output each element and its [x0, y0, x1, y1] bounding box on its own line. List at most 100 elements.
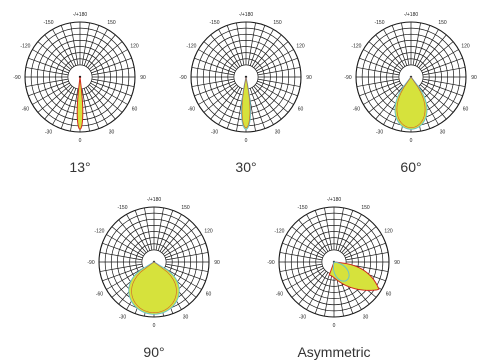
secondary-curve [396, 76, 426, 128]
grid-spoke [420, 41, 454, 70]
grid-spoke [422, 67, 466, 76]
angle-label: 90 [214, 260, 220, 266]
angle-label: -/+180 [239, 12, 254, 18]
polar-diagram-13: -/+180 150 120 90 60 30 0 -30 -60 -90 -120 -150 [13, 12, 146, 144]
grid-spoke [391, 25, 408, 66]
caption-asymmetric: Asymmetric [297, 344, 370, 360]
caption-90: 90° [143, 344, 164, 360]
angle-label: -90 [13, 75, 20, 81]
grid-spoke [257, 57, 298, 74]
grid-spoke [91, 78, 135, 87]
grid-spoke [422, 78, 466, 87]
angle-label: -150 [209, 20, 219, 26]
angle-label: 30 [183, 314, 189, 320]
grid-spoke [37, 84, 71, 113]
grid-spoke [106, 267, 144, 290]
grid-spoke [421, 82, 459, 105]
angle-label: -30 [211, 129, 218, 135]
grid-spoke [375, 34, 404, 68]
angle-label: -60 [22, 106, 29, 112]
grid-spoke [314, 273, 331, 314]
grid-spoke [375, 86, 404, 120]
caption-13: 13° [69, 159, 90, 175]
grid-spoke [412, 22, 421, 66]
angle-label: 0 [245, 138, 248, 144]
grid-spoke [52, 87, 75, 125]
grid-spoke [418, 86, 447, 120]
angle-label: -30 [299, 314, 306, 320]
grid-spoke [226, 25, 243, 66]
secondary-curve [332, 261, 350, 282]
angle-label: 120 [384, 228, 393, 234]
light-distribution-lobe [394, 76, 428, 130]
grid-spoke [383, 29, 406, 67]
grid-spoke [102, 242, 143, 259]
angle-label: -90 [87, 260, 94, 266]
angle-label: -/+180 [327, 197, 342, 203]
grid-spoke [306, 214, 329, 252]
grid-spoke [91, 67, 135, 76]
grid-spoke [359, 57, 400, 74]
angle-label: 0 [333, 323, 336, 329]
angle-label: -150 [43, 20, 53, 26]
grid-spoke [345, 242, 386, 259]
grid-spoke [345, 252, 389, 261]
grid-spoke [87, 34, 116, 68]
grid-spoke [324, 207, 333, 251]
grid-spoke [414, 25, 431, 66]
grid-spoke [70, 22, 79, 66]
angle-label: -150 [374, 20, 384, 26]
grid-spoke [253, 86, 282, 120]
grid-spoke [314, 210, 331, 251]
angle-label: 90 [140, 75, 146, 81]
grid-spoke [85, 29, 108, 67]
grid-spoke [194, 57, 235, 74]
grid-spoke [226, 88, 243, 129]
angle-label: 150 [438, 20, 447, 26]
grid-spoke [359, 80, 400, 97]
grid-spoke [165, 242, 206, 259]
grid-spoke [91, 80, 132, 97]
grid-spoke [324, 273, 333, 317]
angle-label: 120 [204, 228, 213, 234]
angle-label: 60 [206, 291, 212, 297]
grid-spoke [339, 214, 362, 252]
grid-spoke [60, 88, 77, 129]
grid-spoke [368, 84, 402, 113]
angle-label: 90 [394, 260, 400, 266]
grid-spoke [291, 226, 325, 255]
angle-label: 30 [109, 129, 115, 135]
grid-spoke [298, 271, 327, 305]
grid-spoke [286, 267, 324, 290]
angle-label: -120 [274, 228, 284, 234]
grid-spoke [161, 219, 190, 253]
grid-spoke [164, 267, 202, 290]
grid-spoke [87, 86, 116, 120]
polar-diagram-30: -/+180 150 120 90 60 30 0 -30 -60 -90 -120 -150 [179, 12, 312, 144]
angle-label: 120 [130, 43, 139, 49]
angle-label: 150 [107, 20, 116, 26]
grid-spoke [256, 49, 294, 72]
angle-label: -/+180 [73, 12, 88, 18]
grid-spoke [368, 41, 402, 70]
grid-spoke [337, 210, 354, 251]
light-distribution-lobe [128, 261, 180, 315]
grid-spoke [416, 29, 439, 67]
angle-label: -120 [351, 43, 361, 49]
angle-label: 60 [463, 106, 469, 112]
grid-spoke [279, 263, 323, 272]
grid-spoke [286, 234, 324, 257]
grid-spoke [28, 80, 69, 97]
polar-diagram-60: -/+180 150 120 90 60 30 0 -30 -60 -90 -120 -150 [344, 12, 477, 144]
angle-label: -150 [297, 205, 307, 211]
angle-label: 90 [471, 75, 477, 81]
grid-spoke [306, 272, 329, 310]
grid-spoke [191, 67, 235, 76]
grid-spoke [203, 41, 237, 70]
grid-spoke [356, 67, 400, 76]
grid-spoke [89, 41, 123, 70]
angle-label: -120 [186, 43, 196, 49]
angle-label: 30 [363, 314, 369, 320]
grid-spoke [198, 49, 236, 72]
